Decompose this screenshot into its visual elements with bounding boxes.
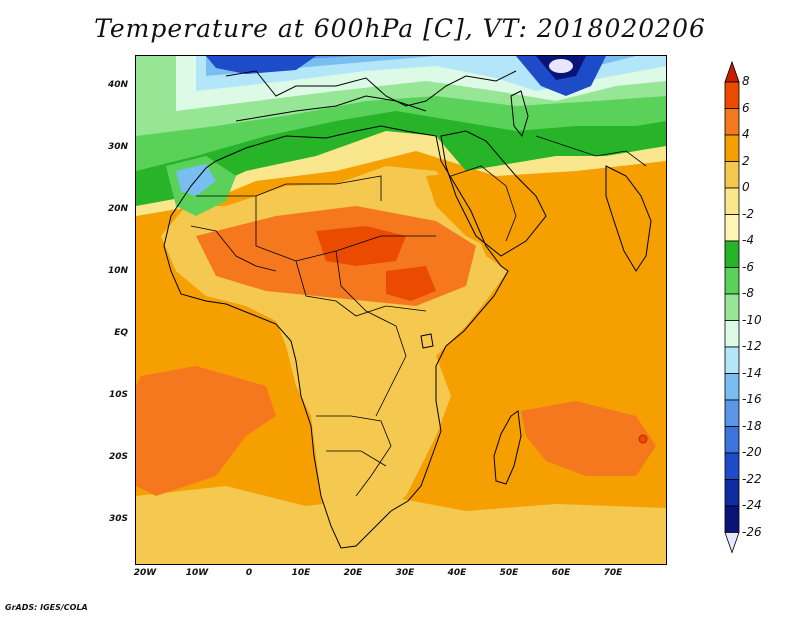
- colorbar-tick-label: 8: [742, 74, 750, 88]
- cyclone-spot: [638, 434, 648, 444]
- lat-label: 10S: [108, 390, 128, 400]
- colorbar-segment: [724, 187, 740, 215]
- europe-coast: [225, 70, 517, 107]
- colorbar-tick-label: -2: [742, 206, 754, 221]
- colorbar-top-triangle: [724, 60, 740, 83]
- border-south-1: [316, 415, 392, 497]
- colorbar-tick-label: 0: [742, 180, 750, 194]
- lon-label: 10W: [185, 568, 209, 578]
- colorbar-tick-label: -16: [742, 392, 762, 406]
- colorbar-tick-label: -18: [742, 418, 762, 433]
- madagascar: [493, 410, 522, 485]
- map-canvas: [136, 56, 666, 564]
- mediterranean-north: [235, 95, 427, 122]
- border-asia: [535, 135, 647, 167]
- south-atlantic-hot: [136, 366, 276, 496]
- lon-label: 70E: [603, 568, 623, 578]
- caspian: [510, 90, 529, 138]
- northwest-cold-cell: [206, 56, 316, 74]
- southern-ocean-cool: [136, 486, 666, 564]
- lon-label: 40E: [447, 568, 467, 578]
- colorbar-tick-label: 4: [742, 127, 750, 141]
- colorbar-segment: [724, 505, 740, 533]
- colorbar-segment: [724, 267, 740, 295]
- colorbar-segment: [724, 346, 740, 374]
- arabia-coast: [440, 130, 547, 257]
- lon-label: 20E: [343, 568, 363, 578]
- border-sahara: [255, 196, 436, 262]
- colorbar-tick-label: -10: [742, 312, 762, 327]
- lat-label: 30N: [107, 142, 128, 152]
- border-central-1: [295, 260, 427, 317]
- lon-label: 50E: [499, 568, 519, 578]
- border-maghreb: [196, 175, 382, 201]
- colorbar-segment: [724, 320, 740, 348]
- lat-label: 30S: [108, 514, 128, 524]
- lon-label: 30E: [395, 568, 415, 578]
- chart-title: Temperature at 600hPa [C], VT: 201802020…: [94, 14, 706, 43]
- lat-label: 20S: [108, 452, 128, 462]
- colorbar-segment: [724, 240, 740, 268]
- colorbar: [724, 60, 740, 554]
- lat-label: 40N: [107, 80, 128, 90]
- border-arabia: [450, 165, 517, 242]
- colorbar-segment: [724, 214, 740, 242]
- credit-text: GrADS: IGES/COLA: [5, 603, 88, 612]
- colorbar-segment: [724, 426, 740, 454]
- lat-label: 10N: [107, 266, 128, 276]
- colorbar-segment: [724, 479, 740, 507]
- colorbar-tick-label: -14: [742, 365, 762, 380]
- lake-victoria: [420, 333, 434, 349]
- temperature-map: [135, 55, 667, 565]
- coastlines: [163, 70, 652, 549]
- colorbar-tick-label: -4: [742, 233, 754, 247]
- colorbar-segment: [724, 81, 740, 109]
- india-coast: [605, 165, 652, 272]
- colorbar-segment: [724, 293, 740, 321]
- border-south-2: [326, 450, 387, 467]
- colorbar-segment: [724, 108, 740, 136]
- colorbar-tick-label: 6: [742, 100, 750, 115]
- lat-label: 20N: [107, 204, 128, 214]
- cold-center-spot: [549, 59, 573, 73]
- colorbar-tick-label: -8: [742, 286, 754, 300]
- horn-hot: [386, 266, 436, 301]
- africa-coastline: [163, 125, 509, 549]
- lon-label: 20W: [133, 568, 157, 578]
- country-borders: [190, 135, 647, 497]
- border-central-2: [335, 250, 407, 417]
- colorbar-tick-label: -6: [742, 259, 754, 274]
- indian-ocean-hot: [521, 401, 656, 476]
- colorbar-tick-label: -24: [742, 498, 762, 512]
- colorbar-tick-label: -12: [742, 339, 762, 353]
- colorbar-segment: [724, 399, 740, 427]
- colorbar-tick-label: -22: [742, 471, 762, 486]
- colorbar-tick-label: -20: [742, 445, 762, 459]
- colorbar-segment: [724, 161, 740, 189]
- colorbar-bottom-triangle: [724, 532, 740, 554]
- lat-label: EQ: [114, 328, 128, 338]
- colorbar-segment: [724, 134, 740, 162]
- lon-label: 10E: [291, 568, 311, 578]
- lon-label: 0: [245, 568, 253, 578]
- colorbar-tick-label: -26: [742, 524, 762, 539]
- colorbar-segment: [724, 373, 740, 401]
- colorbar-segment: [724, 452, 740, 480]
- lon-label: 60E: [551, 568, 571, 578]
- colorbar-tick-label: 2: [742, 153, 750, 168]
- colorbar-segments: [724, 60, 740, 554]
- border-west-africa: [190, 225, 277, 272]
